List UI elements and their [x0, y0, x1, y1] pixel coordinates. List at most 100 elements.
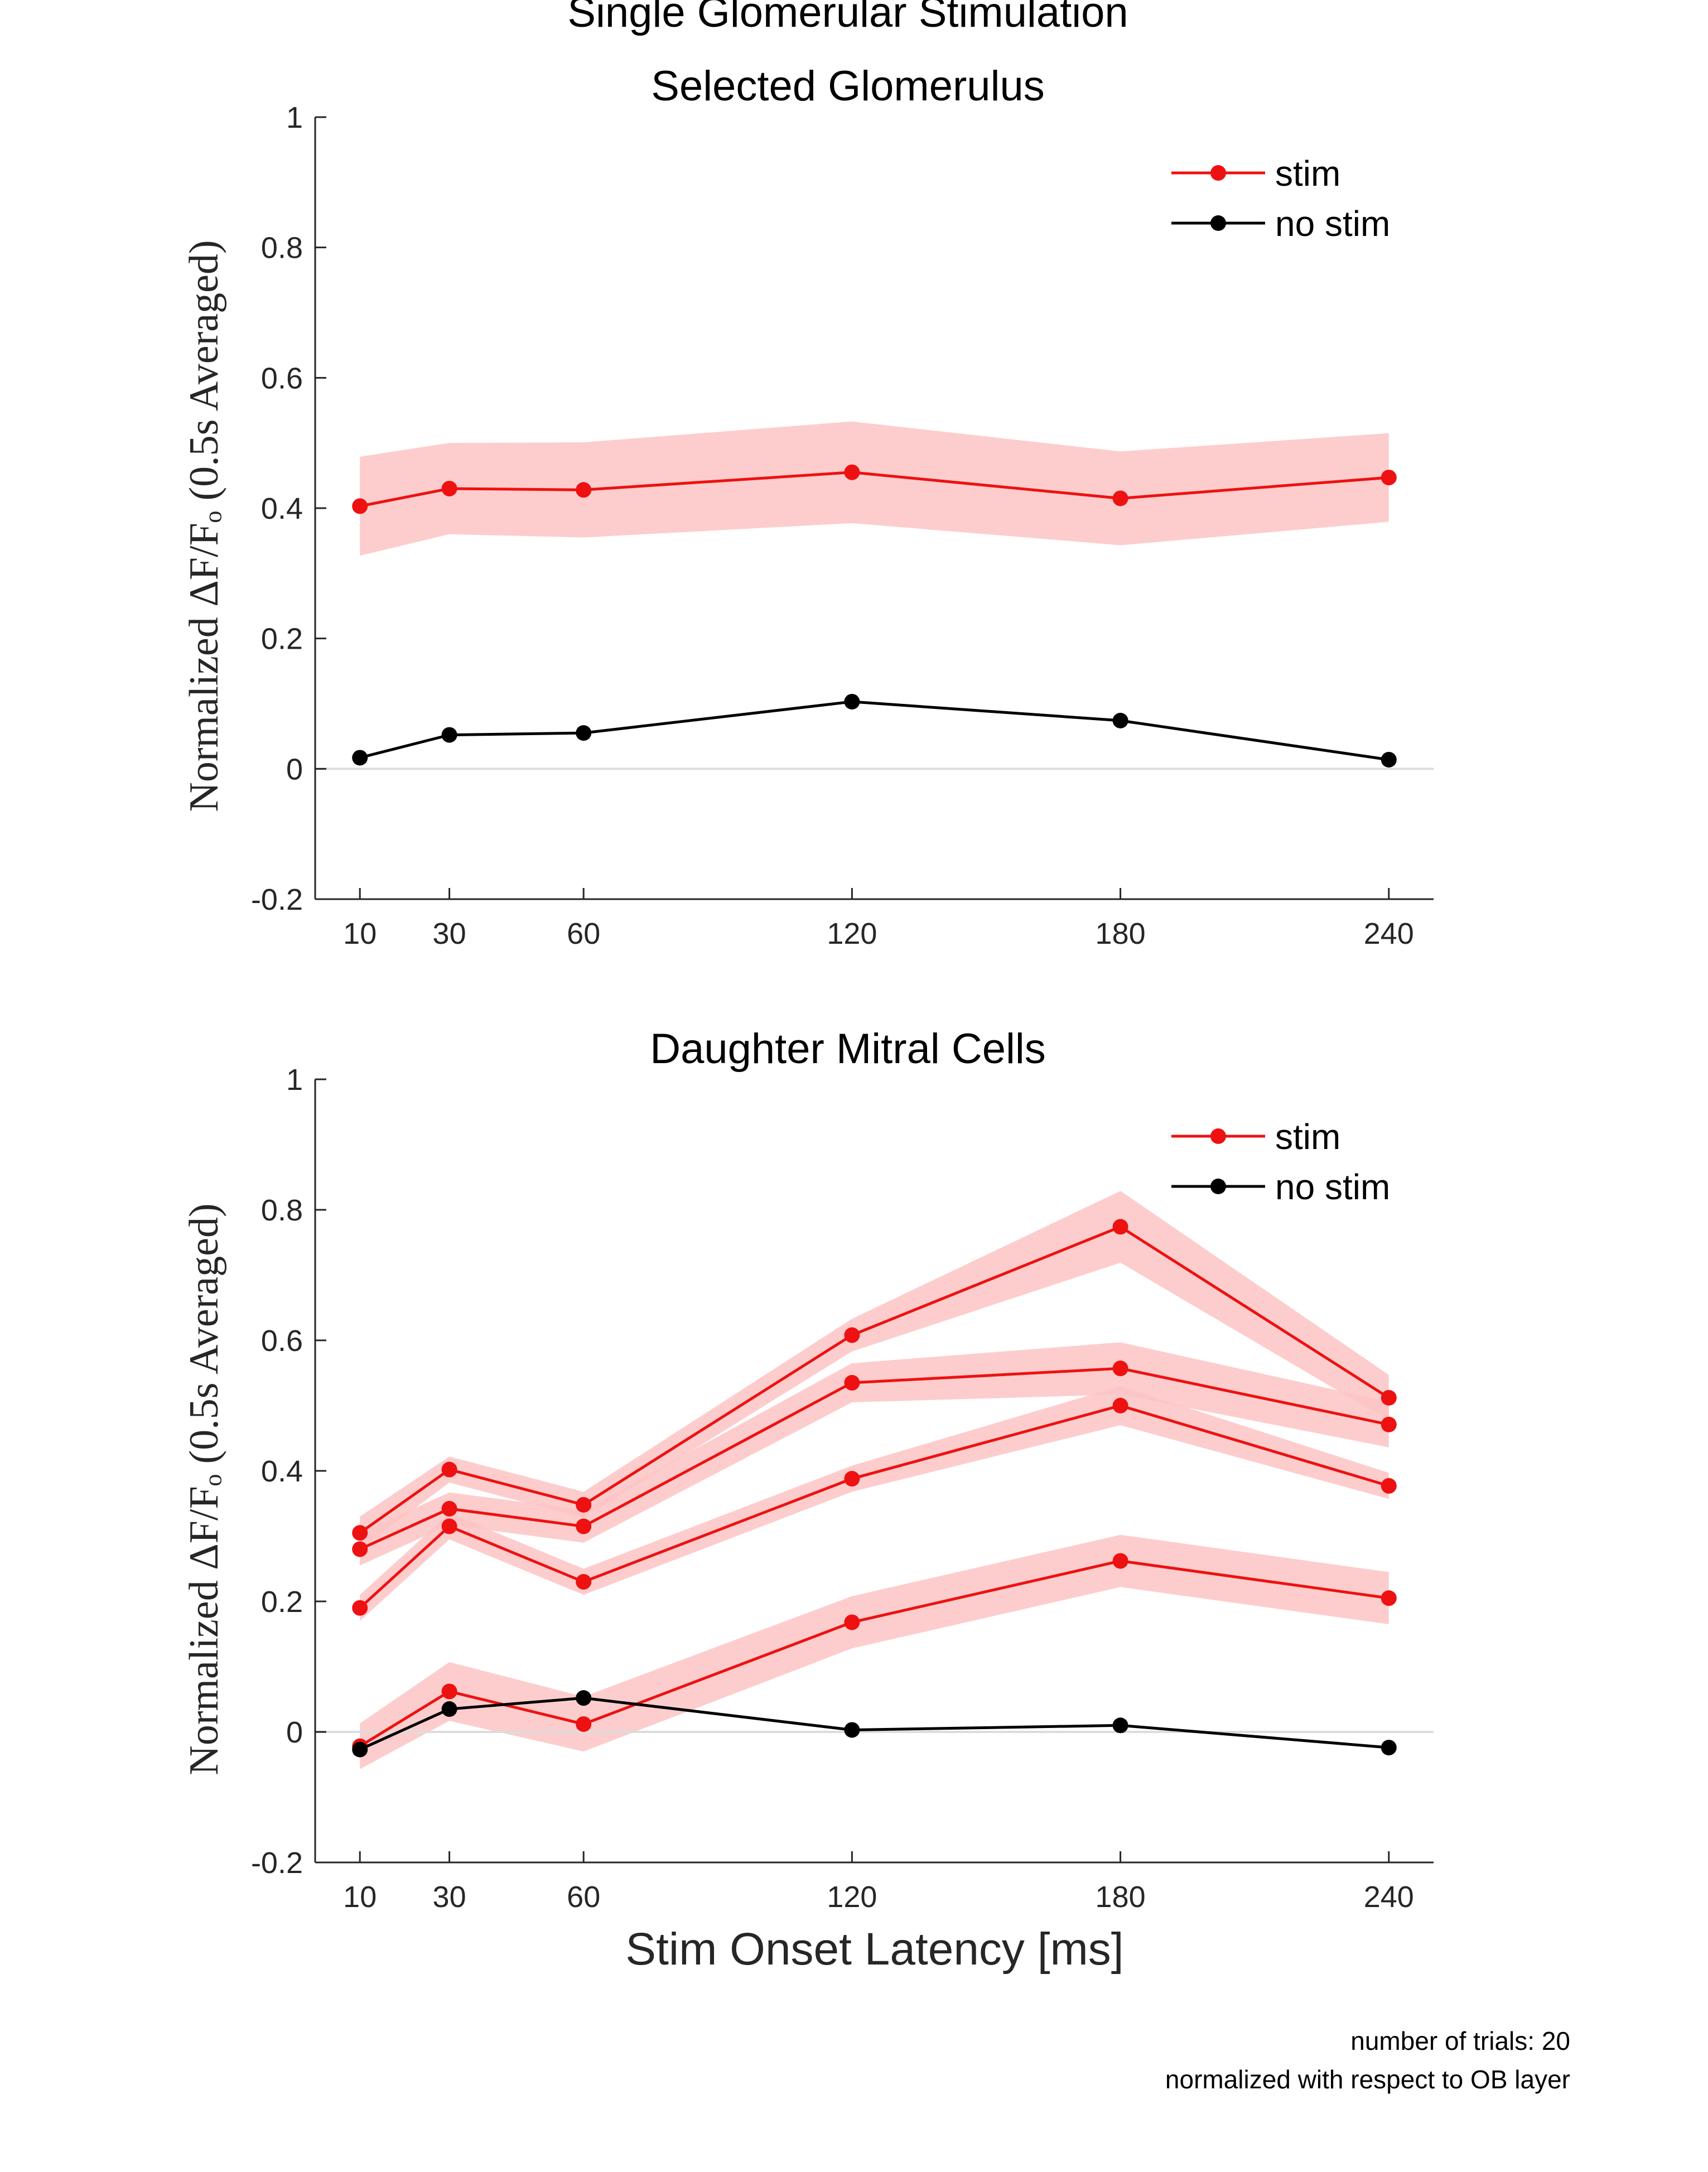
x-axis-label: Stim Onset Latency [ms]	[625, 1924, 1123, 1975]
y-axis-label: Normalized ΔF/Fₒ (0.5s Averaged)	[181, 1203, 227, 1775]
data-point	[441, 1518, 457, 1534]
data-point	[844, 1614, 860, 1630]
data-point	[1112, 1360, 1128, 1377]
series-line-3	[359, 1559, 1389, 1748]
y-tick-label: 0	[286, 752, 303, 786]
legend-stim-label: stim	[1275, 153, 1340, 194]
data-point	[844, 1375, 860, 1391]
data-point	[1381, 751, 1397, 768]
data-point	[441, 1683, 457, 1700]
panel-daughter-mitral-cells: Daughter Mitral Cells -0.2 0 0.2 0.4 0.6 0.8 1…	[181, 1025, 1434, 1914]
note-normalization: normalized with respect to OB layer	[1165, 2065, 1570, 2094]
data-point	[352, 750, 368, 766]
data-point	[1112, 712, 1128, 728]
data-point	[576, 1690, 592, 1706]
y-axis-label: Normalized ΔF/Fₒ (0.5s Averaged)	[181, 240, 227, 812]
x-tick-label: 30	[433, 1880, 466, 1914]
x-tick-label: 60	[567, 1880, 600, 1914]
data-point	[352, 1600, 368, 1616]
data-point	[1112, 1553, 1128, 1569]
y-tick-label: 0	[286, 1716, 303, 1749]
series-line-0	[359, 471, 1389, 508]
x-tick-label: 10	[343, 917, 377, 950]
panel-title: Selected Glomerulus	[651, 62, 1044, 110]
data-point	[1381, 1478, 1397, 1494]
legend-nostim-marker	[1210, 215, 1226, 231]
y-tick-label: 0.4	[261, 492, 303, 525]
data-point	[1112, 1717, 1128, 1734]
series-line-1	[359, 700, 1389, 761]
data-point	[844, 1722, 860, 1738]
data-point	[576, 1518, 592, 1534]
x-tick-label: 120	[827, 917, 877, 950]
data-point	[352, 498, 368, 514]
error-band-0	[360, 421, 1389, 556]
data-point	[441, 480, 457, 496]
data-point	[352, 1741, 368, 1758]
data-point	[576, 482, 592, 498]
legend: stim no stim	[1171, 1117, 1390, 1207]
legend-nostim-marker	[1210, 1179, 1226, 1194]
legend-stim-marker	[1210, 1128, 1226, 1144]
legend-stim-marker	[1210, 165, 1226, 181]
data-point	[1381, 1590, 1397, 1606]
data-point	[441, 1500, 457, 1517]
data-point	[352, 1541, 368, 1557]
legend: stim no stim	[1171, 153, 1390, 244]
x-tick-label: 120	[827, 1880, 877, 1914]
x-tick-label: 180	[1096, 1880, 1146, 1914]
data-point	[576, 1574, 592, 1590]
plot-area: -0.2 0 0.2 0.4 0.6 0.8 1 10 30 60 120 180 240	[251, 1063, 1434, 1914]
data-point	[441, 1461, 457, 1478]
y-tick-label: 0.6	[261, 361, 303, 395]
y-tick-label: -0.2	[251, 883, 303, 916]
series-line-4	[359, 1696, 1389, 1751]
series-line-2	[359, 1404, 1389, 1609]
data-point	[1381, 1740, 1397, 1756]
data-point	[1112, 1398, 1128, 1413]
panel-selected-glomerulus: Selected Glomerulus -0.2 0 0.2 0.4 0.6 0.8 1 10…	[181, 62, 1434, 950]
series-line-0	[359, 1225, 1390, 1534]
data-point	[1381, 470, 1397, 486]
legend-nostim-label: no stim	[1275, 1167, 1390, 1207]
y-tick-label: 0.6	[261, 1324, 303, 1358]
x-tick-label: 30	[433, 917, 466, 950]
data-point	[844, 464, 860, 480]
legend-nostim-label: no stim	[1275, 204, 1390, 244]
x-tick-label: 60	[567, 917, 600, 950]
panel-title: Daughter Mitral Cells	[650, 1025, 1046, 1073]
x-tick-label: 240	[1364, 917, 1414, 950]
series-line-1	[359, 1367, 1389, 1551]
y-tick-label: 1	[286, 101, 303, 134]
data-point	[1381, 1416, 1397, 1432]
data-point	[441, 1701, 457, 1717]
data-point	[576, 1716, 592, 1732]
data-point	[1112, 490, 1128, 506]
plot-area: -0.2 0 0.2 0.4 0.6 0.8 1 10 30 60 120 180 240	[251, 101, 1434, 950]
data-point	[576, 725, 592, 741]
data-point	[441, 727, 457, 743]
error-band-2	[360, 1386, 1389, 1621]
legend-stim-label: stim	[1275, 1117, 1340, 1157]
x-tick-label: 180	[1096, 917, 1146, 950]
y-tick-label: 0.2	[261, 622, 303, 656]
data-point	[576, 1497, 592, 1513]
data-point	[844, 1327, 860, 1343]
data-point	[1112, 1219, 1128, 1235]
y-tick-label: 1	[286, 1063, 303, 1097]
y-tick-label: -0.2	[251, 1846, 303, 1880]
y-tick-label: 0.2	[261, 1585, 303, 1619]
data-point	[844, 693, 860, 709]
y-tick-label: 0.8	[261, 1194, 303, 1227]
data-point	[844, 1471, 860, 1487]
y-tick-label: 0.4	[261, 1455, 303, 1488]
y-tick-label: 0.8	[261, 231, 303, 265]
data-point	[352, 1525, 368, 1541]
x-tick-label: 10	[343, 1880, 377, 1914]
x-tick-label: 240	[1364, 1880, 1414, 1914]
note-trials: number of trials: 20	[1350, 2026, 1570, 2055]
figure-title: Single Glomerular Stimulation	[567, 0, 1128, 36]
data-point	[1381, 1389, 1397, 1406]
